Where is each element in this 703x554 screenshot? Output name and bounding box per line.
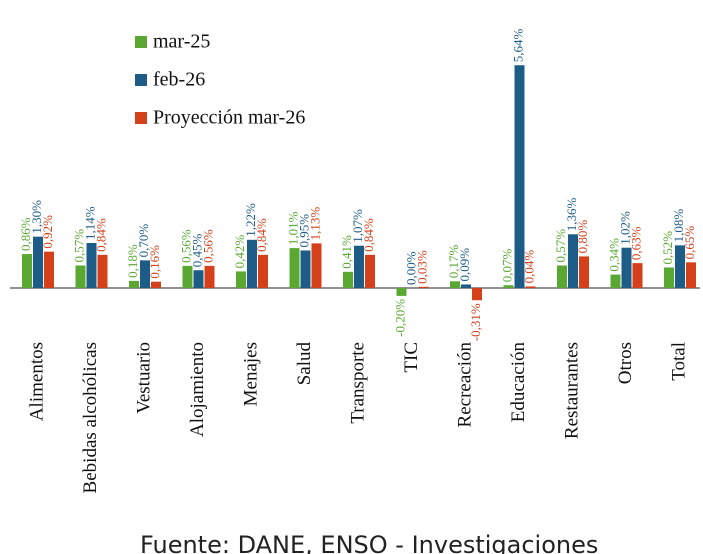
bar (675, 245, 685, 288)
legend-swatch (135, 74, 147, 86)
data-label: 1,13% (307, 207, 322, 241)
data-label: -0,20% (392, 299, 407, 337)
data-label: 0,09% (457, 248, 472, 282)
legend-swatch (135, 36, 147, 48)
bar (461, 284, 471, 288)
bar (311, 243, 322, 288)
bar (300, 250, 311, 288)
x-tick-label: Salud (294, 342, 315, 386)
bar (247, 239, 257, 288)
source: Fuente: DANE, ENSO - Investigaciones (140, 531, 598, 554)
bar (86, 242, 97, 288)
data-label: 5,64% (510, 28, 525, 62)
data-label: 0,42% (232, 235, 247, 269)
bar (610, 274, 621, 288)
bar (129, 280, 139, 288)
bar (204, 265, 215, 288)
bar (258, 254, 268, 288)
x-tick-label: Alojamiento (187, 342, 208, 437)
data-label: -0,31% (468, 303, 483, 341)
x-tick-label: Total (668, 342, 689, 381)
data-label: 0,63% (628, 226, 643, 260)
bar (621, 247, 632, 288)
bar (343, 271, 353, 288)
data-label: 0,84% (93, 218, 108, 252)
data-label: 0,41% (339, 235, 354, 269)
legend-label: Proyección mar-26 (153, 107, 305, 129)
data-label: 0,45% (189, 233, 204, 267)
data-label: 0,70% (136, 224, 151, 258)
bar (33, 236, 43, 288)
bar (365, 254, 375, 288)
data-label: 0,18% (125, 244, 140, 278)
data-label: 1,14% (82, 206, 97, 240)
data-label: 0,86% (18, 217, 33, 251)
data-label: 1,01% (285, 211, 300, 245)
data-label: 0,56% (178, 229, 193, 263)
bar (450, 281, 460, 288)
data-label: 1,30% (29, 200, 44, 234)
bar (579, 256, 589, 288)
data-label: 1,08% (671, 209, 686, 243)
data-label: 0,57% (71, 229, 86, 263)
legend-label: feb-26 (153, 69, 205, 91)
data-label: 1,36% (564, 198, 579, 232)
x-tick-label: Alimentos (26, 342, 47, 421)
data-label: 0,07% (499, 248, 514, 282)
data-label: 0,84% (361, 218, 376, 252)
bar (472, 288, 482, 301)
data-label: 0,16% (147, 245, 162, 279)
bar (151, 281, 161, 288)
data-label: 1,07% (350, 209, 365, 243)
bar (514, 65, 525, 288)
bar (236, 271, 246, 288)
x-tick-label: Bebidas alcohólicas (80, 342, 101, 493)
bar (396, 288, 407, 296)
x-tick-label: Otros (615, 342, 636, 384)
bar (632, 263, 643, 288)
data-label: 0,52% (660, 231, 675, 265)
bar (140, 260, 150, 288)
x-tick-label: Vestuario (133, 342, 154, 414)
x-tick-label: Restaurantes (561, 342, 582, 439)
data-label: 0,95% (296, 214, 311, 248)
data-label: 0,84% (254, 218, 269, 252)
data-label: 0,80% (575, 220, 590, 254)
bar (686, 262, 696, 288)
bar (97, 254, 108, 288)
data-label: 0,00% (403, 251, 418, 285)
bar (75, 265, 86, 288)
data-label: 0,56% (200, 229, 215, 263)
bar (503, 285, 514, 288)
bar (557, 265, 567, 288)
legend-swatch (135, 112, 147, 124)
bar (664, 267, 674, 288)
data-label: 0,34% (606, 238, 621, 272)
data-label: 0,92% (40, 215, 55, 249)
bar (354, 245, 364, 288)
bar (418, 286, 429, 288)
data-label: 0,03% (414, 250, 429, 284)
data-label: 1,02% (617, 211, 632, 245)
bar (182, 265, 193, 288)
x-tick-label: Educación (508, 342, 529, 423)
bar (289, 248, 300, 288)
data-label: 0,04% (521, 250, 536, 284)
x-tick-label: Recreación (454, 342, 475, 428)
data-label: 0,57% (553, 229, 568, 263)
data-label: 1,22% (243, 203, 258, 237)
bar (568, 234, 578, 288)
bar (193, 270, 204, 288)
data-label: 0,17% (446, 245, 461, 279)
bar (44, 251, 54, 288)
bar (22, 254, 32, 288)
legend-label: mar-25 (153, 31, 210, 53)
data-label: 0,65% (682, 226, 697, 260)
x-tick-label: Menajes (240, 342, 261, 406)
x-tick-label: Transporte (347, 342, 368, 424)
x-tick-label: TIC (401, 342, 422, 373)
bar (525, 286, 536, 288)
